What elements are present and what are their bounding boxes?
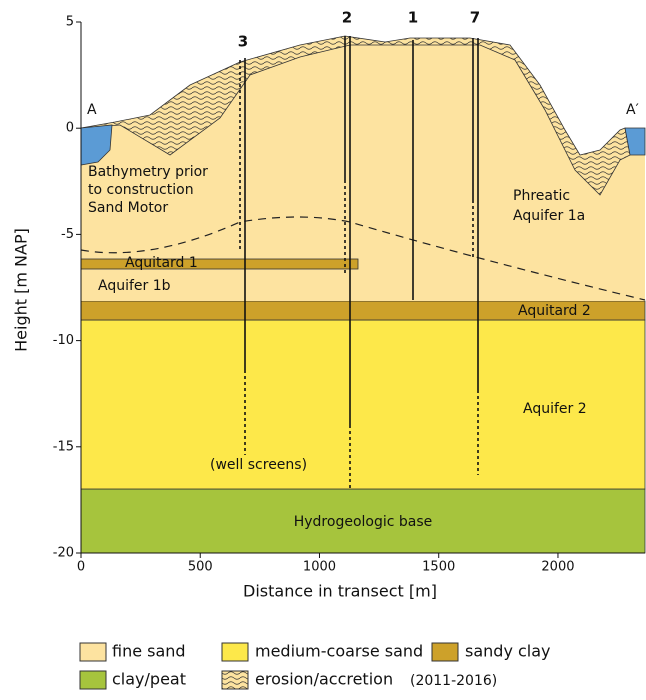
well-label: 3 [238, 33, 248, 51]
aquitard-1-layer [81, 259, 358, 269]
label-aquifer-1b: Aquifer 1b [98, 278, 171, 294]
label-base: Hydrogeologic base [294, 514, 433, 530]
x-tick-label: 0 [77, 560, 85, 575]
label-aquifer-2: Aquifer 2 [523, 401, 587, 417]
legend-label: clay/peat [112, 670, 186, 689]
x-tick-label: 1000 [303, 560, 336, 575]
legend-swatch [432, 643, 458, 661]
label-bathymetry: Sand Motor [88, 200, 168, 216]
label-phreatic: Aquifer 1a [513, 208, 585, 224]
legend-swatch [222, 643, 248, 661]
y-tick-label: 5 [66, 15, 74, 30]
x-tick-label: 500 [188, 560, 213, 575]
label-aquitard-2: Aquitard 2 [518, 303, 591, 319]
y-tick-label: -15 [53, 439, 74, 454]
label-phreatic: Phreatic [513, 188, 570, 204]
legend-label: erosion/accretion [255, 670, 393, 689]
well-label: 2 [342, 9, 352, 27]
legend-label: fine sand [112, 642, 186, 661]
legend-swatch [80, 671, 106, 689]
x-tick-label: 1500 [422, 560, 455, 575]
figure: 3 2 1 7 A A′ Bathymetry prior to constru… [0, 0, 646, 700]
x-tick-label: 2000 [541, 560, 574, 575]
legend-label: sandy clay [465, 642, 551, 661]
legend-note: (2011-2016) [410, 673, 497, 689]
label-well-screens: (well screens) [210, 457, 307, 473]
y-tick-label: 0 [66, 121, 74, 136]
legend-label: medium-coarse sand [255, 642, 423, 661]
y-tick-label: -10 [53, 333, 74, 348]
y-tick-label: -5 [61, 227, 74, 242]
legend-swatch [222, 671, 248, 689]
well-label: 1 [408, 9, 418, 27]
legend-swatch [80, 643, 106, 661]
well-label: 7 [470, 9, 480, 27]
y-axis-label: Height [m NAP] [12, 228, 31, 352]
label-bathymetry: to construction [88, 182, 194, 198]
y-tick-label: -20 [53, 546, 74, 561]
label-aquitard-1: Aquitard 1 [125, 255, 198, 271]
x-axis-label: Distance in transect [m] [243, 582, 437, 601]
label-a: A [87, 102, 97, 118]
label-a-prime: A′ [626, 102, 639, 118]
label-bathymetry: Bathymetry prior [88, 164, 208, 180]
